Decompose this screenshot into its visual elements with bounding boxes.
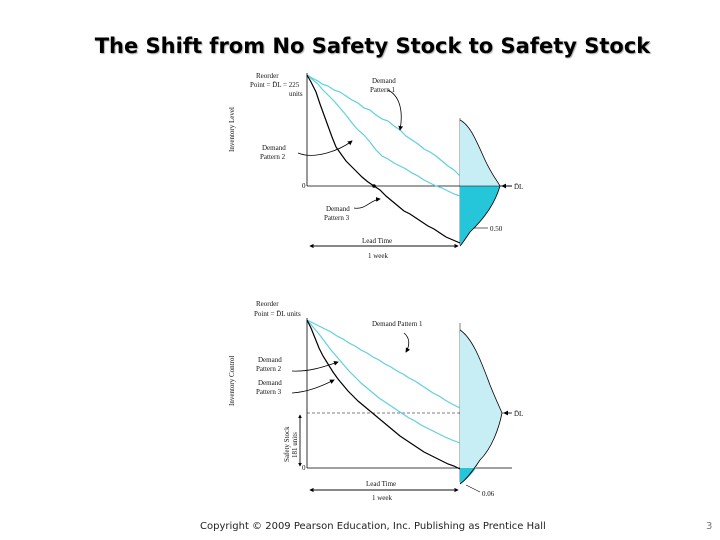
top-demand-1-arrow: [387, 89, 404, 131]
bottom-distribution-mid-fill: [460, 413, 502, 468]
top-demand-2-label-line2: Pattern 2: [260, 153, 286, 161]
bottom-prob-leader: [465, 484, 481, 493]
page-number: 3: [706, 521, 713, 532]
top-dl-label: D̄L: [514, 183, 523, 191]
top-reorder-units: units: [289, 90, 303, 98]
bottom-reorder-label: Reorder: [256, 300, 279, 308]
bottom-lead-time-label-line1: Lead Time: [366, 480, 396, 488]
bottom-demand-3-label-line1: Demand: [258, 379, 282, 387]
top-reorder-point: Point = D̄L = 225: [250, 81, 300, 89]
bottom-demand-2-label-line1: Demand: [258, 356, 282, 364]
top-demand-pattern-1-line: [306, 74, 461, 177]
bottom-distribution-upper-fill: [460, 330, 502, 413]
bottom-lead-time-label-line2: 1 week: [372, 494, 393, 502]
top-zero-crossing-dot: [372, 184, 376, 188]
top-demand-3-arrow: [353, 197, 381, 209]
bottom-demand-pattern-2-line: [306, 319, 461, 444]
bottom-reorder-point: Point = D̄L units: [254, 310, 301, 318]
top-lead-time-label-line1: Lead Time: [362, 237, 392, 245]
bottom-demand-2-label-line2: Pattern 2: [256, 365, 282, 373]
bottom-demand-2-arrow: [291, 360, 339, 372]
top-demand-3-label-line1: Demand: [326, 205, 350, 213]
bottom-demand-pattern-1-line: [306, 319, 461, 409]
top-lead-time-label-line2: 1 week: [368, 252, 389, 260]
top-demand-pattern-2-line: [306, 74, 461, 197]
top-demand-2-arrow: [297, 140, 353, 156]
top-demand-1-label-line1: Demand: [372, 77, 396, 85]
top-diagram: Reorder Point = D̄L = 225 units Inventor…: [228, 72, 523, 260]
bottom-safety-stock-label-line1: Safety Stock: [283, 426, 291, 462]
bottom-probability-label: 0.06: [482, 490, 495, 498]
bottom-demand-1-label: Demand Pattern 1: [372, 320, 423, 328]
bottom-zero-label: 0: [302, 464, 306, 472]
bottom-demand-pattern-3-line: [306, 319, 461, 470]
top-reorder-label: Reorder: [256, 72, 279, 80]
top-demand-3-label-line2: Pattern 3: [324, 214, 350, 222]
top-demand-1-label-line2: Pattern 1: [370, 86, 396, 94]
top-distribution-lower-fill: [460, 186, 500, 246]
top-y-axis-label: Inventory Level: [228, 107, 236, 152]
slide-title: The Shift from No Safety Stock to Safety…: [94, 34, 651, 58]
top-distribution-upper-fill: [460, 120, 500, 186]
bottom-y-axis-label: Inventory Control: [228, 356, 236, 406]
bottom-dl-label: D̄L: [514, 410, 523, 418]
bottom-demand-3-label-line2: Pattern 3: [256, 388, 282, 396]
bottom-demand-1-arrow: [403, 332, 411, 353]
top-probability-label: 0.50: [490, 225, 503, 233]
top-zero-label: 0: [302, 182, 306, 190]
bottom-diagram: Reorder Point = D̄L units Inventory Cont…: [228, 300, 523, 502]
bottom-distribution-curve: [459, 329, 503, 485]
bottom-demand-3-arrow: [291, 379, 335, 394]
bottom-safety-stock-label-line2: 181 units: [291, 432, 299, 458]
top-demand-2-label-line1: Demand: [262, 144, 286, 152]
copyright-footer: Copyright © 2009 Pearson Education, Inc.…: [200, 521, 546, 532]
